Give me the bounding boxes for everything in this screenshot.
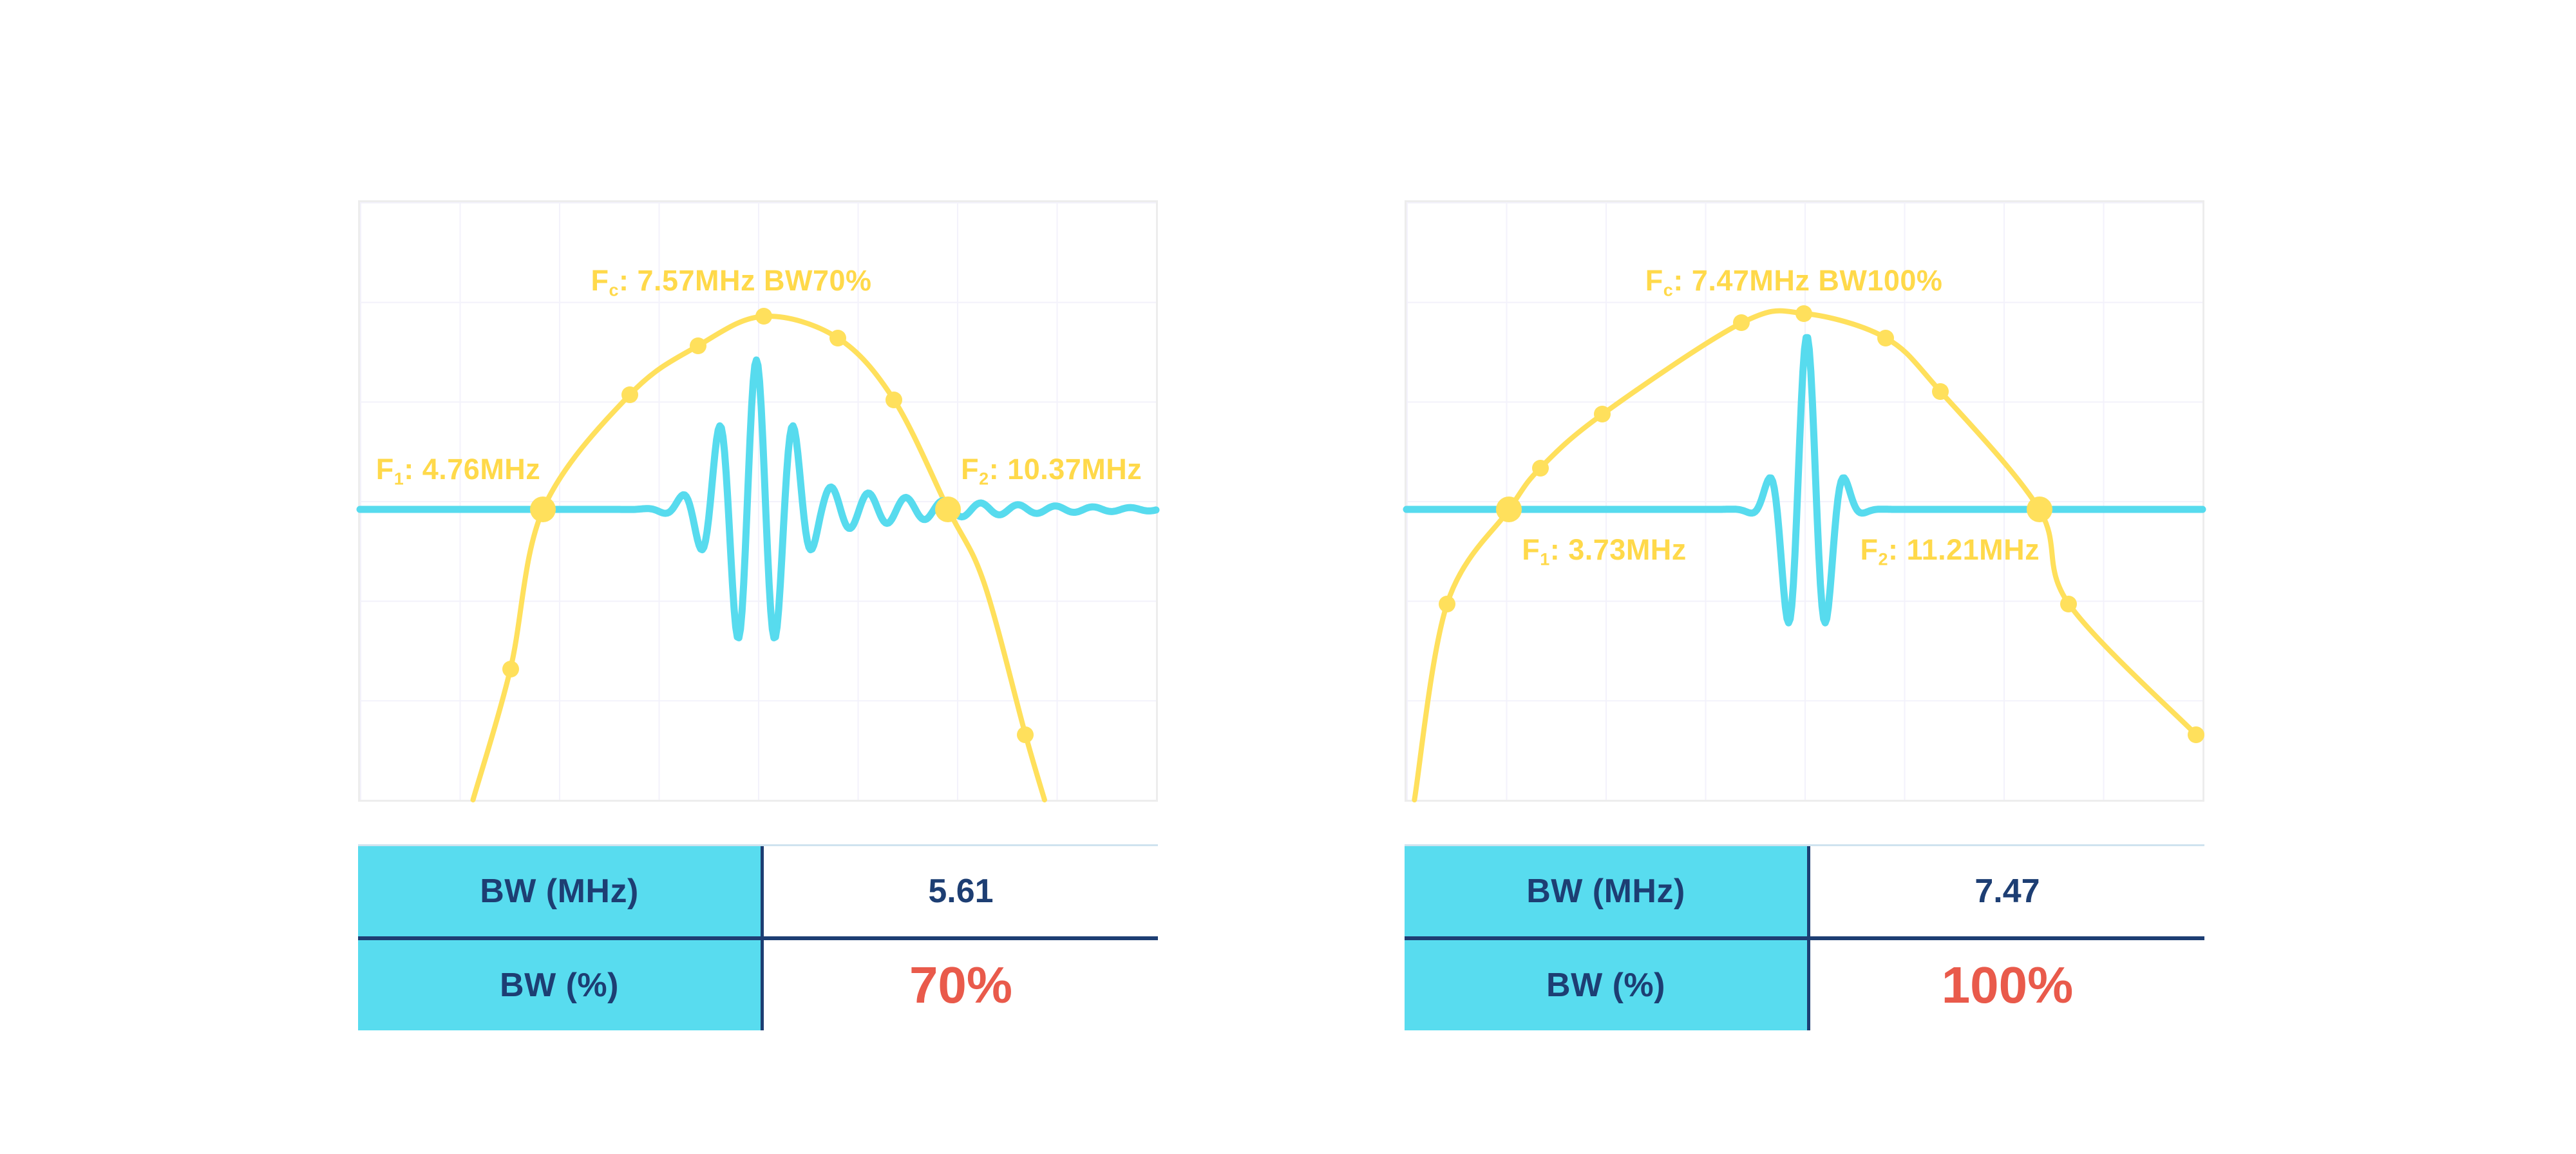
f2-value-text: : 11.21MHz <box>1888 533 2040 567</box>
spectrum-marker <box>690 337 707 354</box>
marker-layer <box>360 202 1156 800</box>
f2-annotation: F2: 10.37MHz <box>961 453 1142 489</box>
f-subscript: 2 <box>979 469 989 489</box>
spectrum-marker <box>1017 726 1034 743</box>
table-top-rule <box>1405 844 2204 846</box>
bw-table-70: BW (MHz) 5.61 BW (%) 70% <box>358 844 1158 1030</box>
table-top-rule <box>358 844 1158 846</box>
f-symbol: F <box>1522 533 1540 567</box>
bw-mhz-value: 7.47 <box>1975 873 2040 910</box>
f2-value-text: : 10.37MHz <box>989 452 1142 486</box>
pulse-signal <box>1406 337 2202 623</box>
table-row: BW (MHz) 7.47 <box>1405 846 2204 936</box>
fc-value-text: : 7.57MHz BW70% <box>618 264 872 298</box>
spectrum-marker <box>1932 383 1949 401</box>
spectrum-marker <box>755 308 772 325</box>
panel-bw70: Fc: 7.57MHz BW70% F1: 4.76MHz F2: 10.37M… <box>358 200 1158 1030</box>
table-divider-rule <box>358 936 1158 940</box>
f-symbol: F <box>375 452 394 486</box>
table-row: BW (%) 70% <box>358 940 1158 1030</box>
spectrum-marker <box>1531 459 1549 477</box>
spectrum-marker <box>2188 726 2205 743</box>
f2-annotation: F2: 11.21MHz <box>1861 534 2040 569</box>
f1-annotation: F1: 3.73MHz <box>1522 534 1687 569</box>
f1-value-text: : 3.73MHz <box>1549 533 1687 567</box>
table-divider-rule <box>1405 936 2204 940</box>
spectrum-curve <box>473 316 1045 800</box>
spectrum-chart-bw100: Fc: 7.47MHz BW100% F1: 3.73MHz F2: 11.21… <box>1405 200 2204 802</box>
table-row: BW (MHz) 5.61 <box>358 846 1158 936</box>
band-edge-marker <box>2026 496 2052 522</box>
f-subscript: c <box>609 281 619 301</box>
spectrum-chart-bw70: Fc: 7.57MHz BW70% F1: 4.76MHz F2: 10.37M… <box>358 200 1158 802</box>
f-symbol: F <box>961 452 980 486</box>
spectrum-plot <box>1406 202 2202 800</box>
bw-pct-label: BW (%) <box>1405 940 1810 1030</box>
spectrum-plot <box>360 202 1156 800</box>
f-subscript: 1 <box>393 469 404 489</box>
center-frequency-annotation: Fc: 7.57MHz BW70% <box>591 265 871 300</box>
spectrum-marker <box>1439 595 1456 612</box>
bw-mhz-label: BW (MHz) <box>358 846 764 936</box>
f-subscript: 1 <box>1540 549 1550 569</box>
panel-bw100: Fc: 7.47MHz BW100% F1: 3.73MHz F2: 11.21… <box>1405 200 2204 1030</box>
band-edge-marker <box>530 496 556 522</box>
f1-value-text: : 4.76MHz <box>404 452 541 486</box>
spectrum-marker <box>1594 406 1611 423</box>
bw-pct-label: BW (%) <box>358 940 764 1030</box>
band-edge-marker <box>935 496 961 522</box>
f-subscript: c <box>1663 281 1674 301</box>
spectrum-marker <box>2060 595 2078 612</box>
marker-layer <box>1406 202 2205 800</box>
spectrum-marker <box>1733 314 1750 332</box>
band-edge-marker <box>1496 496 1522 522</box>
bw-pct-value: 70% <box>909 956 1013 1014</box>
spectrum-marker <box>502 660 519 677</box>
f-symbol: F <box>1860 533 1879 567</box>
bw-mhz-value: 5.61 <box>928 873 994 910</box>
spectrum-marker <box>1877 329 1895 346</box>
spectrum-marker <box>886 392 903 409</box>
f-symbol: F <box>591 264 609 298</box>
f1-annotation: F1: 4.76MHz <box>376 453 541 489</box>
f-subscript: 2 <box>1878 549 1889 569</box>
spectrum-marker <box>1795 305 1812 322</box>
center-frequency-annotation: Fc: 7.47MHz BW100% <box>1645 265 1943 300</box>
pulse-signal <box>360 360 1156 638</box>
f-symbol: F <box>1645 264 1663 298</box>
spectrum-curve <box>1414 311 2196 800</box>
bw-pct-value: 100% <box>1941 956 2074 1014</box>
fc-value-text: : 7.47MHz BW100% <box>1673 264 1943 298</box>
table-row: BW (%) 100% <box>1405 940 2204 1030</box>
bw-mhz-label: BW (MHz) <box>1405 846 1810 936</box>
spectrum-marker <box>621 386 638 403</box>
spectrum-marker <box>829 329 846 346</box>
bw-table-100: BW (MHz) 7.47 BW (%) 100% <box>1405 844 2204 1030</box>
